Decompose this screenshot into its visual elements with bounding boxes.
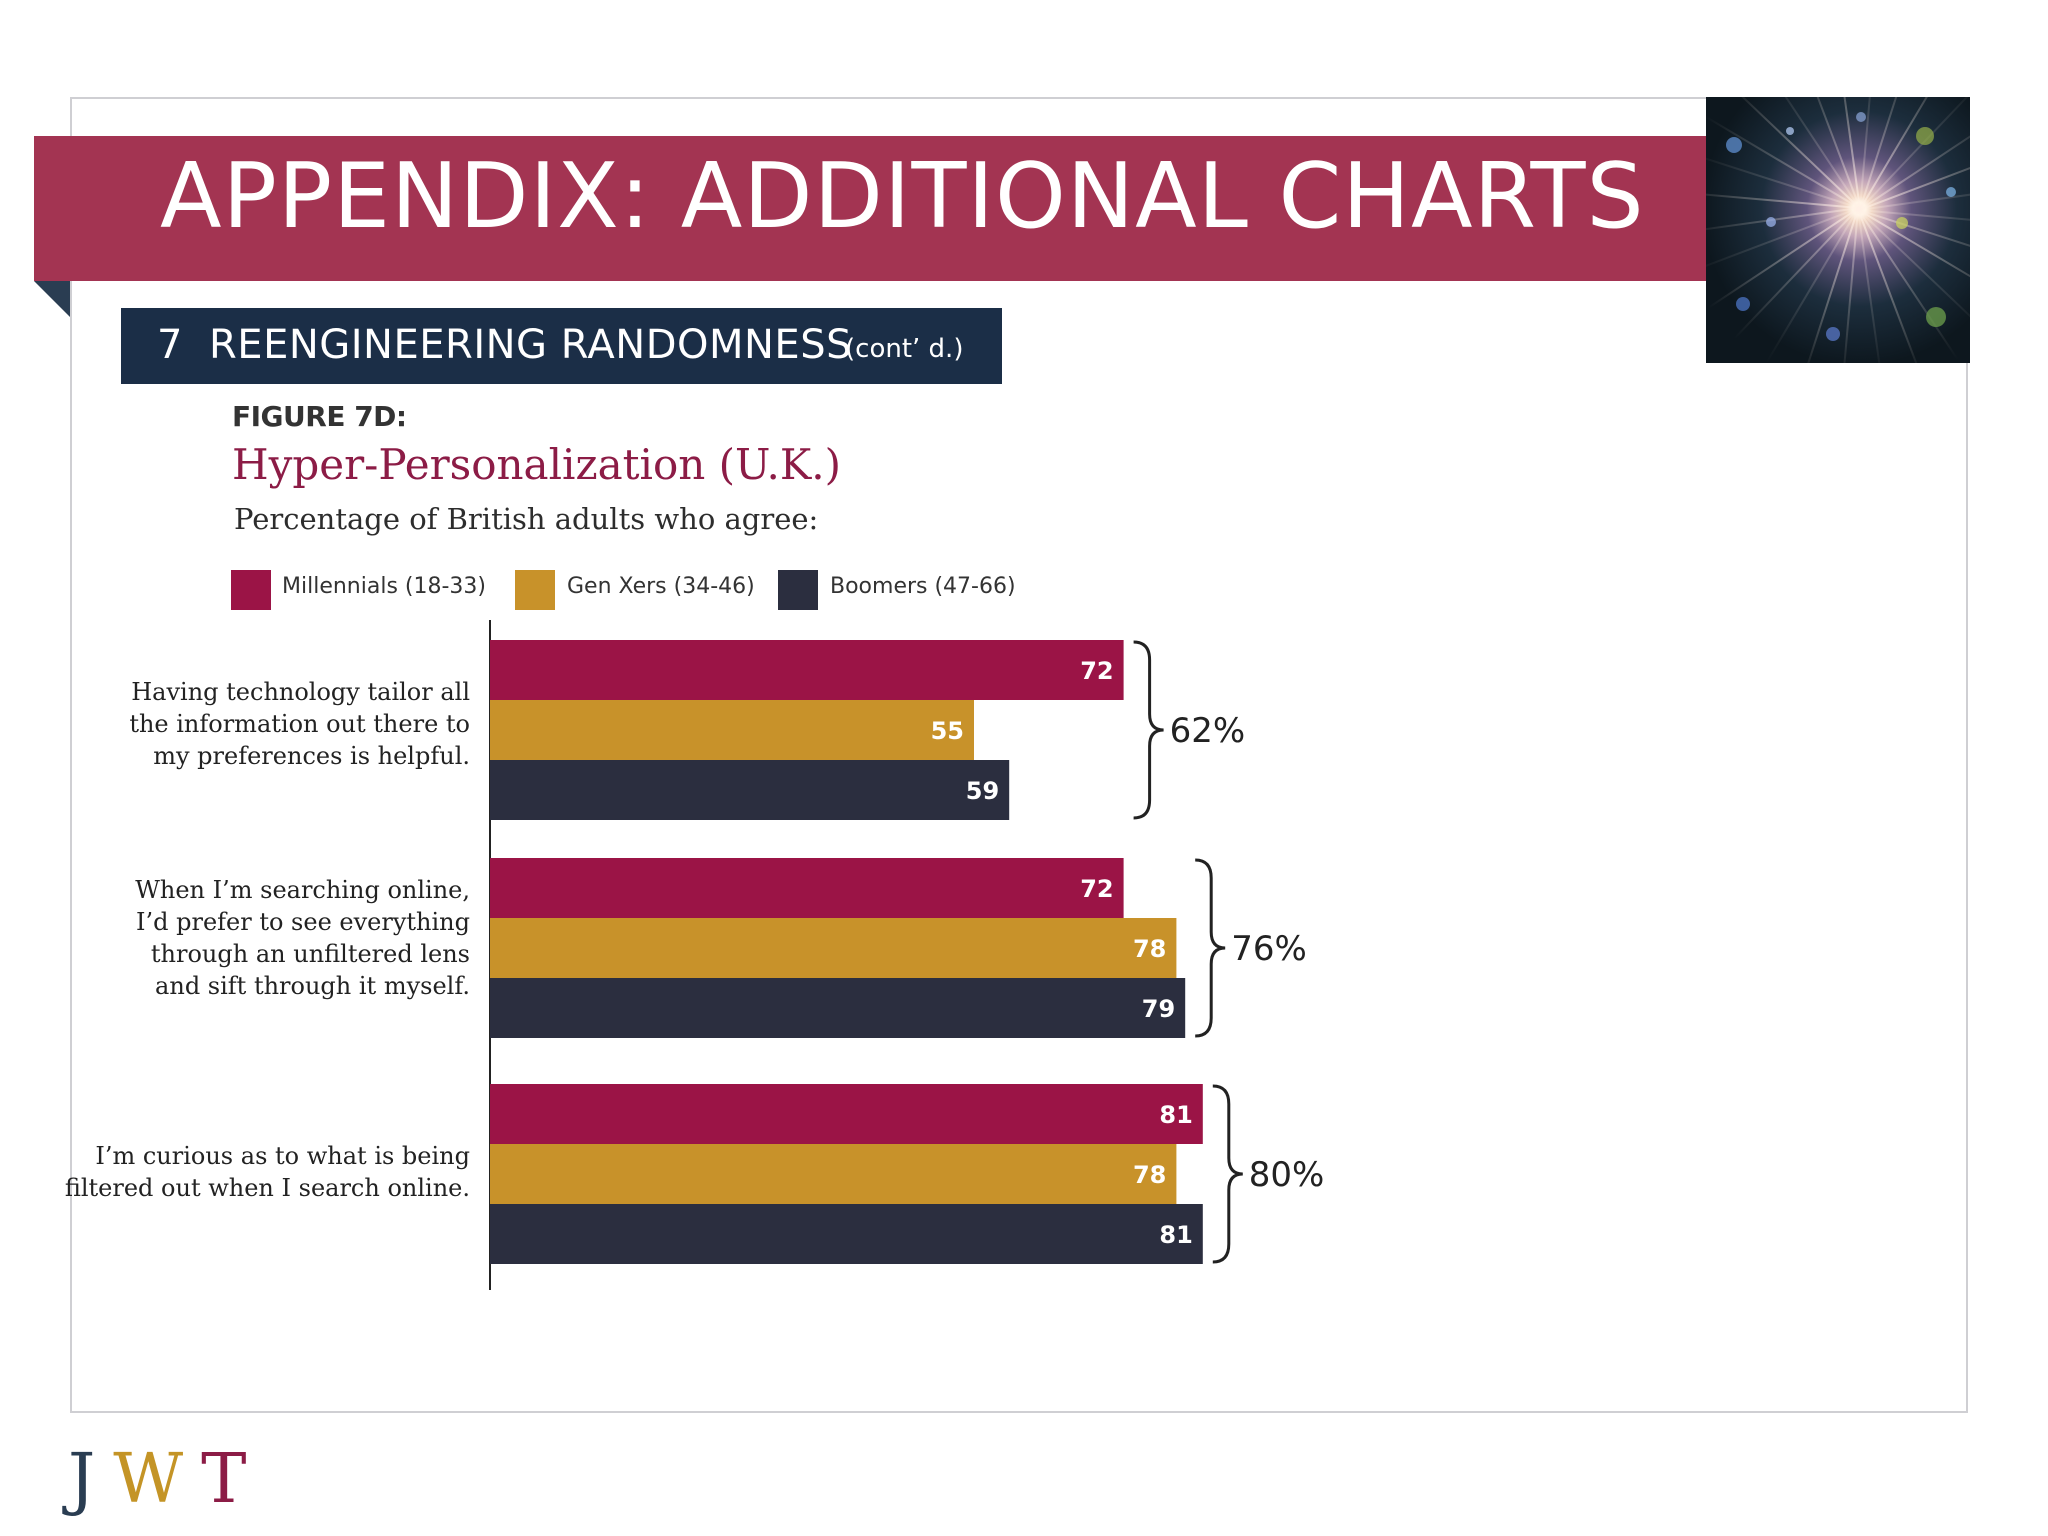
photo-bokeh: [1926, 307, 1946, 327]
bar-value-label: 72: [1080, 657, 1113, 685]
category-label-3: I’m curious as to what is being filtered…: [64, 1142, 470, 1202]
page-title: APPENDIX: ADDITIONAL CHARTS: [160, 144, 1645, 249]
photo-bokeh: [1916, 127, 1934, 145]
legend-swatch-millennials: [231, 570, 271, 610]
legend-label-millennials: Millennials (18-33): [282, 574, 486, 599]
photo-bokeh: [1786, 127, 1794, 135]
figure-label: FIGURE 7D:: [232, 400, 407, 433]
group-total-label: 76%: [1231, 929, 1307, 969]
bar-3-2: [490, 1144, 1177, 1204]
legend-label-gen-x: Gen Xers (34-46): [567, 574, 755, 599]
jwt-logo: JWT: [68, 1440, 265, 1519]
fiber-optic-photo: [1706, 97, 1970, 363]
bar-value-label: 59: [966, 777, 999, 805]
photo-bokeh: [1946, 187, 1956, 197]
category-label-1: Having technology tailor all the informa…: [129, 678, 470, 770]
group-total-label: 80%: [1249, 1155, 1325, 1195]
bar-1-1: [490, 640, 1124, 700]
section-suffix: (cont’ d.): [845, 334, 964, 364]
chart-title: Hyper-Personalization (U.K.): [232, 440, 842, 489]
bar-1-3: [490, 760, 1010, 820]
bar-2-3: [490, 978, 1186, 1038]
group-brace: [1133, 640, 1164, 820]
group-brace: [1212, 1084, 1243, 1264]
bar-value-label: 55: [931, 717, 964, 745]
group-total-label: 62%: [1170, 711, 1246, 751]
banner-fold: [34, 281, 70, 317]
photo-bokeh: [1766, 217, 1776, 227]
bar-value-label: 81: [1159, 1221, 1192, 1249]
category-label-2: When I’m searching online, I’d prefer to…: [135, 876, 470, 1000]
photo-bokeh: [1896, 217, 1908, 229]
photo-bokeh: [1726, 137, 1742, 153]
chart-subtitle: Percentage of British adults who agree:: [234, 502, 819, 536]
bar-3-3: [490, 1204, 1203, 1264]
photo-bokeh: [1736, 297, 1750, 311]
bar-value-label: 78: [1133, 935, 1166, 963]
section-header: 7 REENGINEERING RANDOMNESS (cont’ d.): [121, 308, 1002, 384]
bar-value-label: 78: [1133, 1161, 1166, 1189]
title-banner: [34, 136, 1706, 281]
bar-2-1: [490, 858, 1124, 918]
section-number: 7: [157, 322, 183, 368]
bar-value-label: 81: [1159, 1101, 1192, 1129]
section-title: REENGINEERING RANDOMNESS: [209, 322, 852, 368]
photo-bokeh: [1856, 112, 1866, 122]
bar-value-label: 79: [1142, 995, 1175, 1023]
legend-label-boomers: Boomers (47-66): [830, 574, 1016, 599]
bar-value-label: 72: [1080, 875, 1113, 903]
bar-2-2: [490, 918, 1177, 978]
photo-bokeh: [1826, 327, 1840, 341]
legend-swatch-gen-x: [515, 570, 555, 610]
bar-3-1: [490, 1084, 1203, 1144]
bar-1-2: [490, 700, 974, 760]
group-brace: [1195, 858, 1226, 1038]
legend-swatch-boomers: [778, 570, 818, 610]
